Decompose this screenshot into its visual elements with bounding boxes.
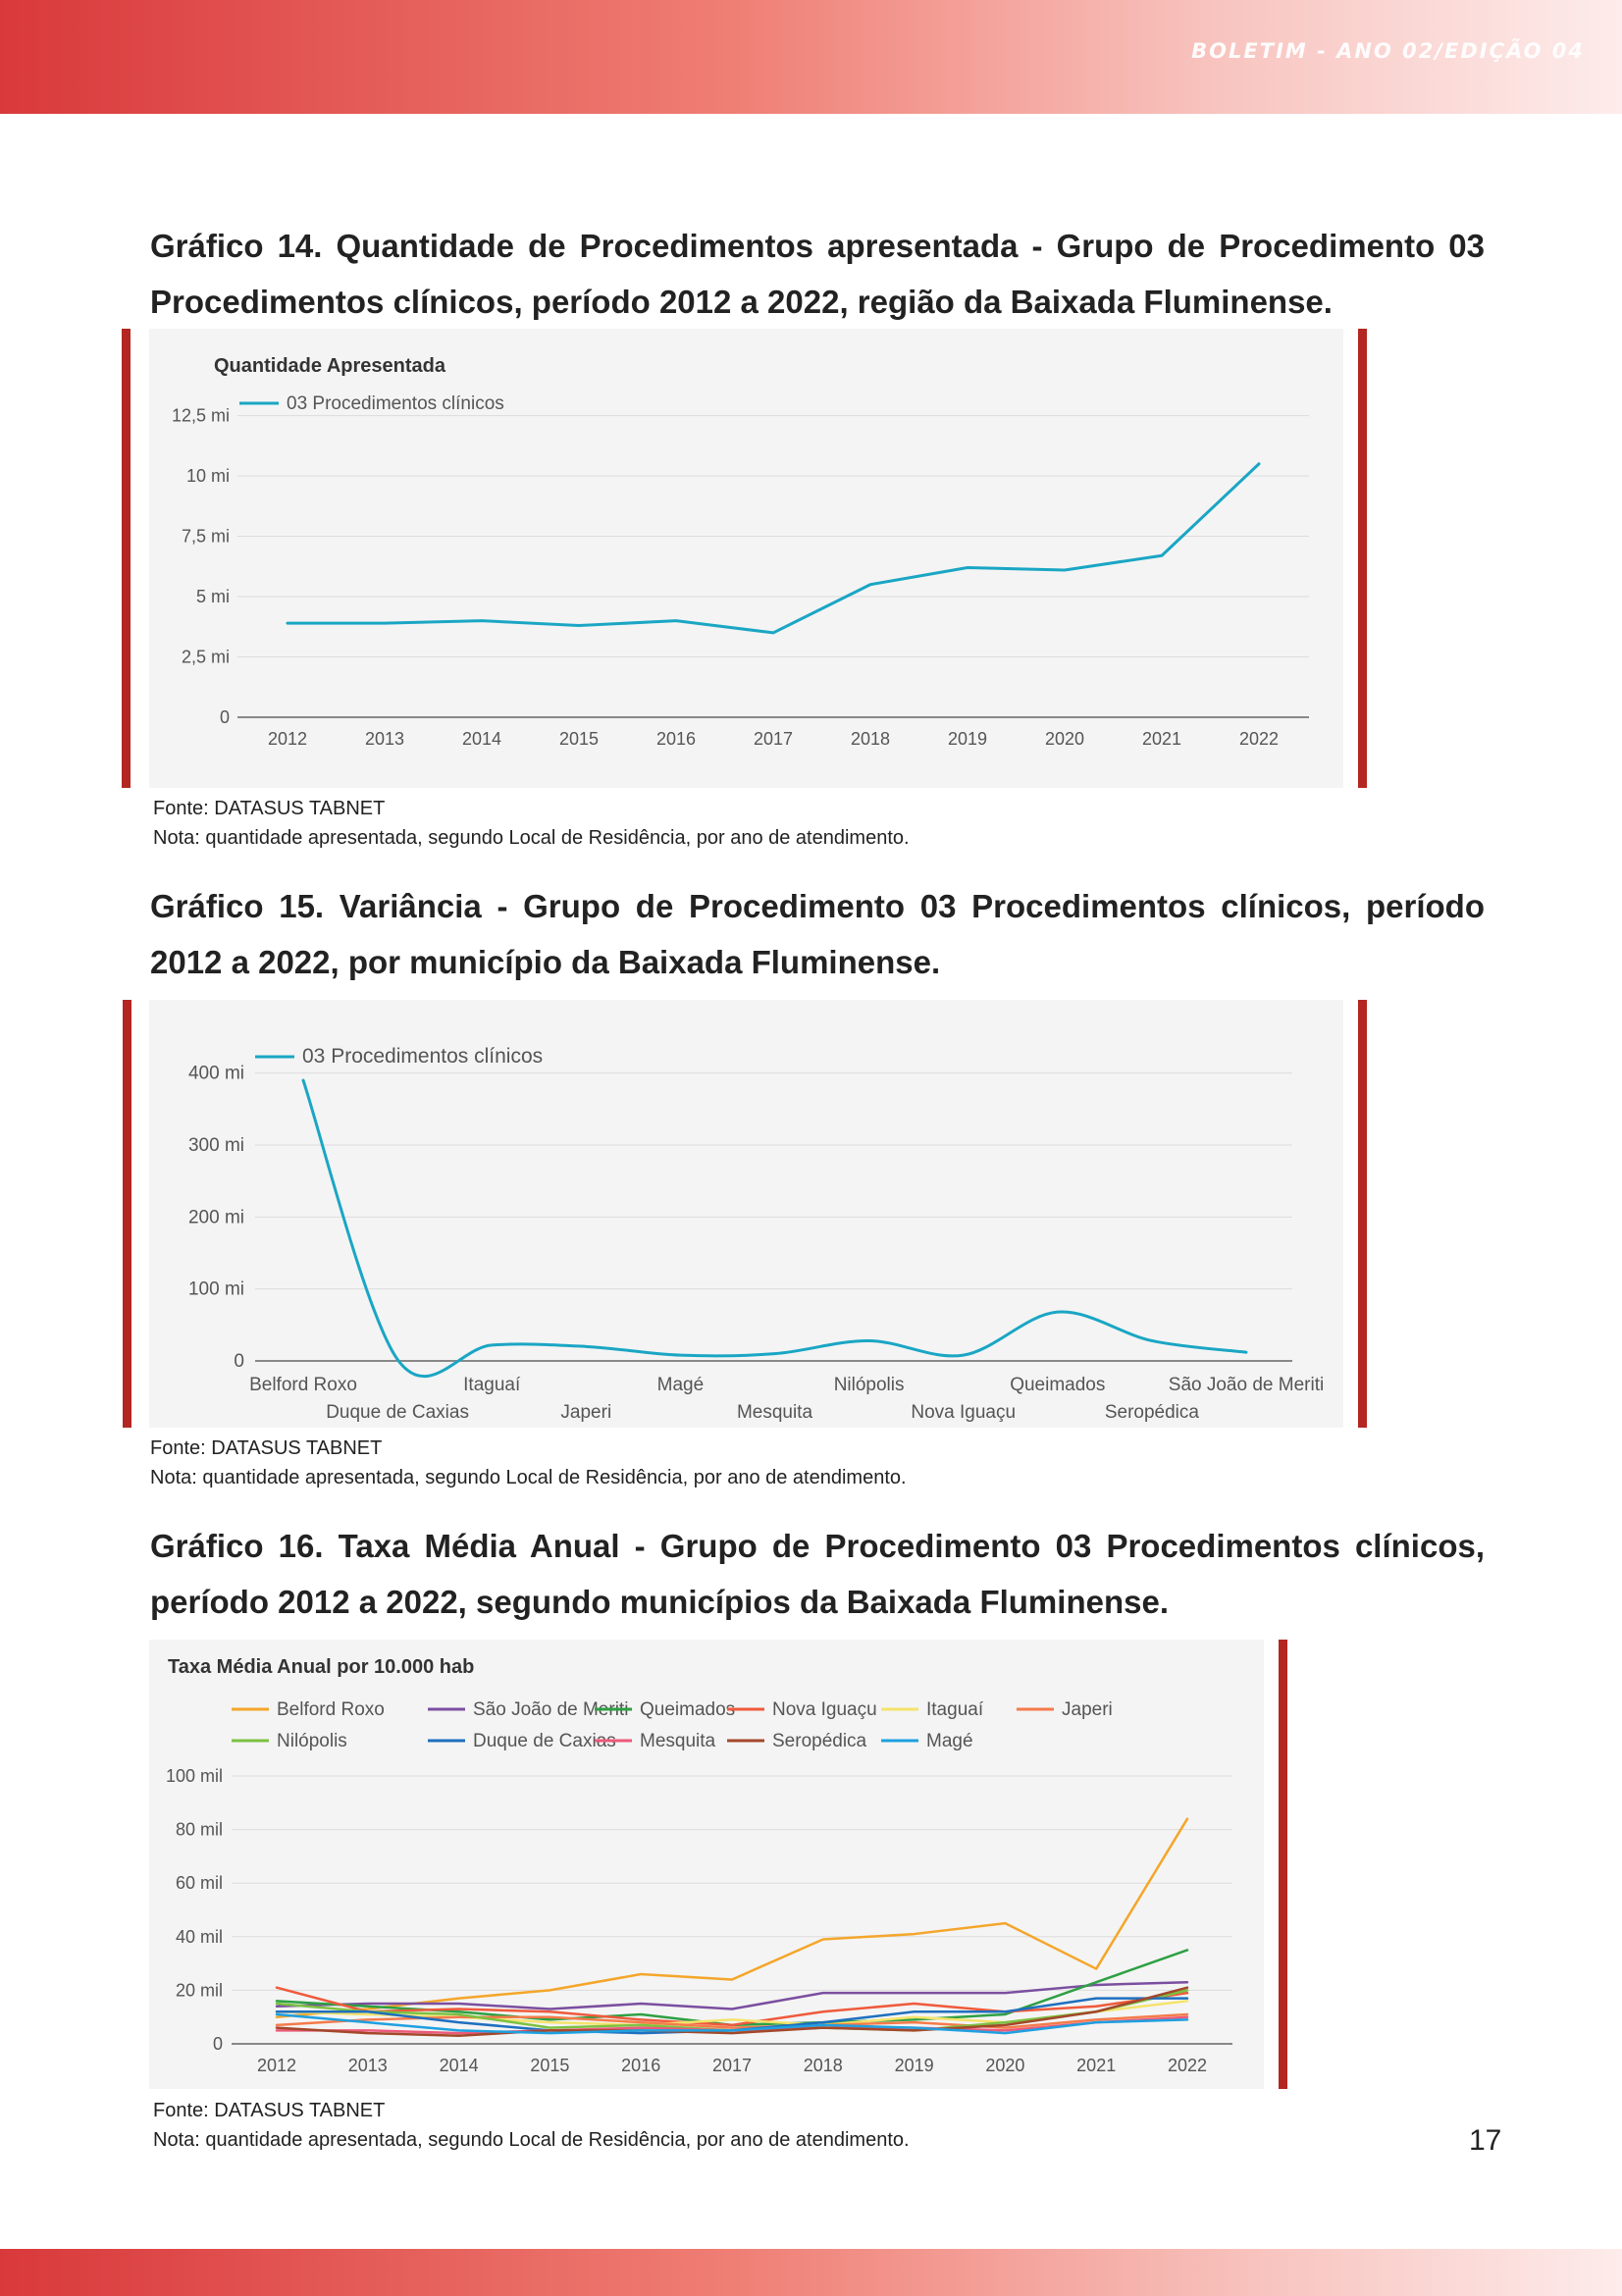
x-tick-label: 2012 — [257, 2056, 296, 2075]
chart-title: Quantidade Apresentada — [214, 355, 446, 377]
legend-label: Belford Roxo — [277, 1699, 385, 1720]
y-tick-label: 200 mi — [188, 1207, 244, 1227]
x-tick-label: São João de Meriti — [1169, 1375, 1324, 1395]
y-tick-label: 60 mil — [176, 1873, 223, 1893]
x-tick-label: 2014 — [462, 729, 501, 749]
legend-label: 03 Procedimentos clínicos — [302, 1045, 543, 1068]
x-tick-label: 2016 — [656, 729, 696, 749]
y-tick-label: 100 mi — [188, 1279, 244, 1300]
chart-14-panel: Quantidade Apresentada 03 Procedimentos c… — [149, 329, 1343, 788]
series-line-0 — [275, 1817, 1189, 2018]
page-number: 17 — [1469, 2124, 1502, 2157]
y-tick-label: 40 mil — [176, 1927, 223, 1947]
legend-label: Itaguaí — [926, 1699, 984, 1720]
y-tick-label: 0 — [213, 2034, 223, 2054]
y-tick-label: 400 mi — [188, 1064, 244, 1084]
y-tick-label: 12,5 mi — [172, 406, 230, 426]
figure-16-source: Fonte: DATASUS TABNET — [153, 2100, 386, 2121]
header-label: BOLETIM - ANO 02/EDIÇÃO 04 — [1191, 39, 1585, 63]
x-tick-label: Duque de Caxias — [326, 1402, 469, 1423]
legend-label: Queimados — [640, 1699, 735, 1720]
figure-15-caption: Gráfico 15. Variância - Grupo de Procedi… — [150, 888, 1485, 980]
x-tick-label: 2017 — [754, 729, 793, 749]
y-tick-label: 0 — [220, 707, 230, 727]
x-tick-label: 2016 — [621, 2056, 660, 2075]
legend-label: Duque de Caxias — [473, 1731, 616, 1751]
x-tick-label: 2018 — [851, 729, 890, 749]
legend-label: 03 Procedimentos clínicos — [287, 393, 504, 414]
chart-16-panel: Taxa Média Anual por 10.000 hab Belford R… — [149, 1640, 1264, 2089]
footer-bar — [0, 2249, 1622, 2296]
header-bar: BOLETIM - ANO 02/EDIÇÃO 04 — [0, 0, 1622, 114]
legend-label: Japeri — [1062, 1699, 1113, 1720]
x-tick-label: Belford Roxo — [249, 1375, 357, 1395]
x-tick-label: 2013 — [348, 2056, 388, 2075]
figure-14-left-border — [122, 329, 131, 788]
figure-14-caption: Gráfico 14. Quantidade de Procedimentos … — [150, 228, 1485, 320]
series-line-10 — [275, 2012, 1189, 2035]
y-tick-label: 2,5 mi — [182, 648, 230, 667]
x-tick-label: 2014 — [440, 2056, 479, 2075]
chart-16: Taxa Média Anual por 10.000 hab Belford R… — [166, 1656, 1232, 2075]
figure-16-right-border — [1279, 1640, 1287, 2089]
x-tick-label: 2022 — [1168, 2056, 1207, 2075]
x-tick-label: Magé — [657, 1375, 705, 1395]
figure-14-right-border — [1358, 329, 1367, 788]
chart-title: Taxa Média Anual por 10.000 hab — [168, 1656, 474, 1678]
figure-15-right-border — [1358, 1000, 1367, 1428]
x-tick-label: 2018 — [804, 2056, 843, 2075]
series-line-3 — [275, 1986, 1189, 2027]
legend-label: Seropédica — [772, 1731, 867, 1751]
x-tick-label: 2017 — [712, 2056, 752, 2075]
series-line-9 — [275, 1986, 1189, 2038]
y-tick-label: 7,5 mi — [182, 527, 230, 547]
y-tick-label: 300 mi — [188, 1135, 244, 1156]
legend-label: Nova Iguaçu — [772, 1699, 877, 1720]
figure-16-note: Nota: quantidade apresentada, segundo Lo… — [153, 2129, 910, 2151]
x-tick-label: 2019 — [895, 2056, 934, 2075]
figure-15-left-border — [123, 1000, 131, 1428]
x-tick-label: Mesquita — [737, 1402, 813, 1423]
y-tick-label: 100 mil — [166, 1766, 223, 1786]
figure-15-source: Fonte: DATASUS TABNET — [150, 1437, 383, 1459]
series-line-0 — [301, 1078, 1248, 1379]
series-line-1 — [275, 1980, 1189, 2010]
x-tick-label: 2019 — [948, 729, 987, 749]
figure-14-source: Fonte: DATASUS TABNET — [153, 798, 386, 819]
chart-15: 03 Procedimentos clínicos 0 100 mi 200 mi 30… — [188, 1045, 1324, 1423]
x-tick-label: Seropédica — [1105, 1402, 1200, 1423]
x-tick-label: 2012 — [268, 729, 307, 749]
legend-label: Magé — [926, 1731, 973, 1751]
x-tick-label: 2020 — [985, 2056, 1024, 2075]
x-tick-label: Nova Iguaçu — [911, 1402, 1016, 1423]
x-tick-label: 2022 — [1239, 729, 1279, 749]
x-tick-label: 2013 — [365, 729, 404, 749]
x-tick-label: Itaguaí — [463, 1375, 521, 1395]
chart-14: Quantidade Apresentada 03 Procedimentos c… — [172, 355, 1309, 749]
legend-label: São João de Meriti — [473, 1699, 628, 1720]
y-tick-label: 0 — [234, 1351, 244, 1372]
x-tick-label: Japeri — [560, 1402, 611, 1423]
legend-label: Mesquita — [640, 1731, 716, 1751]
legend-label: Nilópolis — [277, 1731, 347, 1751]
x-tick-label: 2021 — [1142, 729, 1181, 749]
figure-15-note: Nota: quantidade apresentada, segundo Lo… — [150, 1467, 907, 1488]
figure-16-caption: Gráfico 16. Taxa Média Anual - Grupo de … — [150, 1528, 1485, 1620]
y-tick-label: 5 mi — [196, 587, 230, 606]
y-tick-label: 80 mil — [176, 1820, 223, 1840]
x-tick-label: 2015 — [530, 2056, 569, 2075]
series-line-0 — [286, 462, 1261, 635]
x-tick-label: Queimados — [1010, 1375, 1105, 1395]
y-tick-label: 20 mil — [176, 1980, 223, 2000]
x-tick-label: 2021 — [1076, 2056, 1116, 2075]
y-tick-label: 10 mi — [186, 466, 230, 486]
chart-15-panel: 03 Procedimentos clínicos 0 100 mi 200 mi 30… — [149, 1000, 1343, 1428]
x-tick-label: 2020 — [1045, 729, 1084, 749]
x-tick-label: 2015 — [559, 729, 599, 749]
figure-14-note: Nota: quantidade apresentada, segundo Lo… — [153, 827, 910, 849]
x-tick-label: Nilópolis — [834, 1375, 905, 1395]
